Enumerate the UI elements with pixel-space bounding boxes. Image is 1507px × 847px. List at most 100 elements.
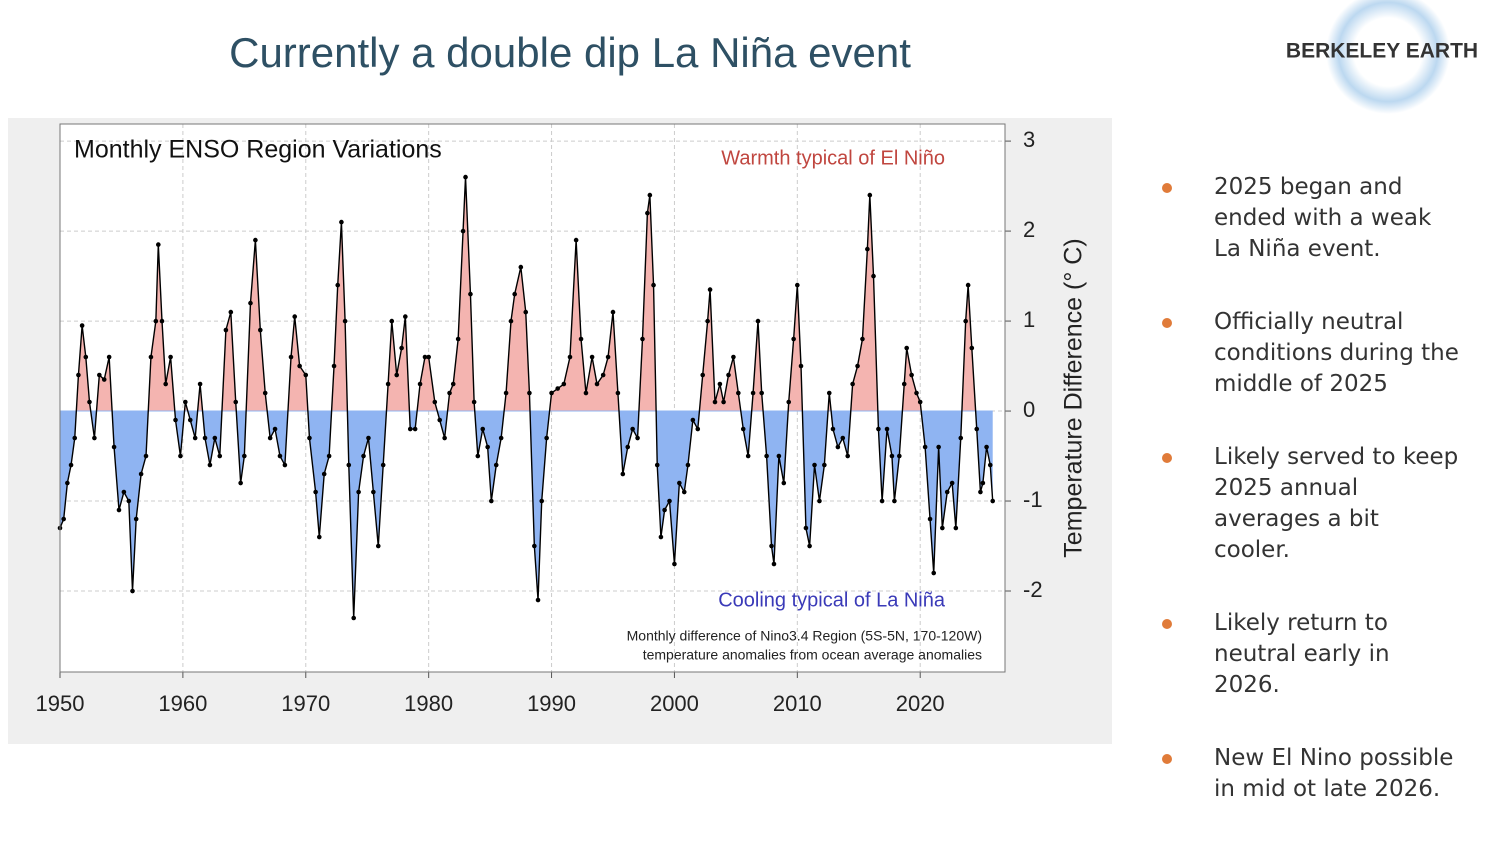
data-point: [535, 597, 541, 603]
data-point: [949, 480, 955, 486]
data-point: [83, 354, 89, 360]
data-point: [990, 498, 996, 504]
data-point: [489, 498, 494, 504]
data-point: [72, 435, 78, 441]
data-point: [277, 453, 283, 459]
data-point: [822, 462, 827, 468]
logo-glow: [1326, 0, 1450, 114]
data-point: [178, 453, 183, 459]
data-point: [394, 372, 400, 378]
data-point: [936, 444, 941, 450]
data-point: [578, 336, 584, 342]
data-point: [126, 498, 132, 504]
data-point: [303, 372, 309, 378]
data-point: [662, 507, 667, 513]
data-point: [346, 462, 352, 468]
x-tick-label: 1950: [36, 691, 85, 716]
data-point: [884, 426, 890, 432]
data-point: [931, 570, 937, 576]
data-point: [705, 318, 710, 324]
data-point: [555, 386, 560, 391]
data-point: [625, 444, 631, 450]
data-point: [356, 489, 361, 495]
data-point: [980, 480, 986, 486]
data-point: [776, 453, 782, 459]
data-point: [944, 489, 950, 495]
data-point: [121, 489, 127, 495]
data-point: [914, 390, 919, 396]
data-point: [889, 453, 895, 459]
data-point: [904, 345, 909, 351]
data-point: [238, 480, 243, 486]
data-point: [876, 426, 881, 432]
data-point: [380, 462, 386, 468]
data-point: [940, 525, 945, 531]
data-point: [759, 390, 764, 396]
data-point: [138, 471, 144, 477]
x-tick-label: 1980: [404, 691, 453, 716]
data-point: [610, 309, 616, 315]
data-point: [339, 219, 344, 225]
data-point: [389, 318, 395, 324]
data-point: [791, 336, 796, 342]
data-point: [700, 372, 705, 378]
bullet: Likely served to keep 2025 annual averag…: [1160, 442, 1460, 566]
data-point: [460, 228, 466, 234]
data-point: [228, 309, 234, 315]
data-point: [658, 534, 664, 540]
data-point: [326, 453, 332, 459]
data-point: [79, 323, 85, 328]
y-tick-label: 2: [1023, 217, 1035, 242]
bullet: Officially neutral conditions during the…: [1160, 307, 1460, 400]
data-point: [130, 588, 135, 594]
data-point: [987, 462, 993, 468]
data-point: [764, 453, 769, 459]
data-point: [187, 417, 193, 423]
data-point: [786, 399, 792, 405]
data-point: [647, 192, 653, 198]
data-point: [437, 417, 443, 423]
note: temperature anomalies from ocean average…: [643, 647, 982, 663]
data-point: [726, 372, 731, 378]
data-point: [707, 287, 713, 292]
data-point: [498, 435, 504, 441]
data-point: [385, 381, 391, 387]
data-point: [375, 543, 381, 549]
data-point: [651, 282, 656, 288]
data-point: [745, 453, 751, 459]
logo: BERKELEY EARTH: [1286, 40, 1478, 63]
x-tick-label: 2010: [773, 691, 822, 716]
data-point: [422, 354, 428, 360]
data-point: [168, 354, 173, 360]
data-point: [781, 480, 787, 486]
data-point: [272, 426, 278, 432]
data-point: [68, 462, 74, 468]
y-tick-label: 0: [1023, 397, 1035, 422]
data-point: [447, 390, 452, 396]
data-point: [845, 453, 851, 459]
data-line: [59, 177, 994, 619]
data-point: [573, 237, 579, 243]
data-point: [795, 282, 800, 288]
data-point: [953, 525, 959, 531]
data-point: [984, 444, 989, 450]
data-point: [712, 399, 718, 405]
data-point: [342, 318, 348, 324]
data-point: [321, 471, 327, 477]
data-point: [681, 489, 687, 495]
data-point: [695, 426, 701, 432]
data-point: [288, 354, 294, 360]
data-point: [417, 381, 423, 387]
bullet: 2025 began and ended with a weak La Niña…: [1160, 172, 1460, 265]
data-point: [512, 291, 517, 297]
data-point: [589, 354, 595, 360]
data-point: [830, 426, 836, 432]
data-point: [867, 192, 873, 198]
data-point: [897, 453, 902, 459]
data-point: [183, 399, 188, 405]
data-point: [527, 390, 532, 396]
data-point: [65, 480, 70, 486]
data-point: [143, 453, 149, 459]
data-point: [92, 435, 97, 441]
data-point: [922, 444, 928, 450]
